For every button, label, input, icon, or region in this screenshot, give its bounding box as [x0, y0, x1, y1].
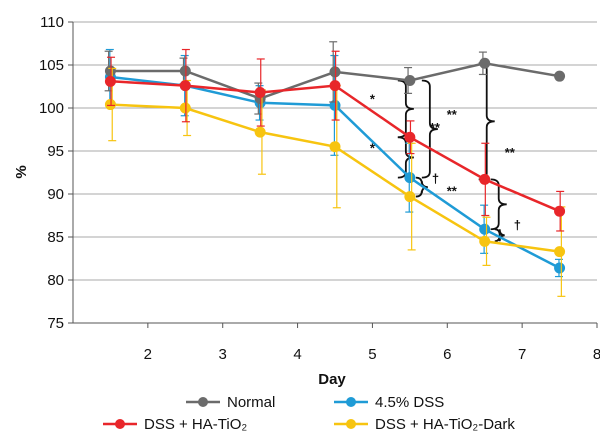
- tick-labels: 75 80 85 90 95 100 105 110 2 3 4 5 6 7 8: [39, 14, 600, 363]
- y-tick-label: 95: [47, 143, 64, 160]
- series-2: [104, 48, 566, 232]
- significance-mark: *: [370, 141, 376, 156]
- legend-item-2: DSS + HA-TiO₂: [103, 416, 247, 433]
- y-tick-label: 80: [47, 272, 64, 289]
- x-tick-label: 5: [368, 346, 376, 363]
- y-tick-label: 110: [40, 14, 64, 31]
- significance-mark: **: [505, 145, 516, 160]
- data-point: [554, 205, 566, 217]
- significance-annotations: **********††: [370, 92, 521, 233]
- y-tick-label: 100: [39, 100, 64, 117]
- x-tick-label: 4: [293, 346, 301, 363]
- significance-brackets: [397, 62, 507, 243]
- legend-label: Normal: [227, 394, 275, 411]
- significance-brace: [490, 178, 507, 231]
- data-point: [479, 235, 491, 247]
- legend-item-1: 4.5% DSS: [334, 394, 444, 411]
- data-point: [479, 223, 491, 235]
- legend-swatch-marker: [346, 419, 356, 429]
- legend-label: DSS + HA-TiO₂-Dark: [375, 416, 515, 433]
- significance-mark: *: [370, 92, 376, 107]
- data-point: [479, 57, 491, 69]
- legend-label: DSS + HA-TiO₂: [144, 416, 247, 433]
- data-point: [329, 80, 341, 92]
- x-tick-label: 7: [518, 346, 526, 363]
- x-tick-label: 2: [144, 346, 152, 363]
- y-tick-label: 90: [47, 186, 64, 203]
- plot-area: [104, 41, 566, 297]
- data-point: [479, 173, 491, 185]
- significance-mark: †: [514, 217, 521, 232]
- legend-item-3: DSS + HA-TiO₂-Dark: [334, 416, 515, 433]
- data-point: [554, 262, 566, 274]
- data-point: [329, 141, 341, 153]
- y-axis-title: %: [13, 165, 30, 178]
- x-tick-label: 6: [443, 346, 451, 363]
- legend-item-0: Normal: [186, 394, 275, 411]
- data-point: [104, 75, 116, 87]
- x-tick-label: 8: [593, 346, 600, 363]
- data-point: [404, 74, 416, 86]
- data-point: [404, 131, 416, 143]
- legend-label: 4.5% DSS: [375, 394, 444, 411]
- data-point: [554, 70, 566, 82]
- x-tick-label: 3: [219, 346, 227, 363]
- significance-mark: **: [447, 184, 458, 199]
- data-point: [404, 191, 416, 203]
- legend-swatch-marker: [198, 397, 208, 407]
- data-point: [254, 87, 266, 99]
- significance-mark: †: [432, 171, 439, 186]
- significance-mark: **: [430, 120, 441, 135]
- significance-brace: [478, 62, 495, 181]
- data-point: [254, 126, 266, 138]
- significance-brace: [397, 79, 414, 139]
- data-point: [404, 172, 416, 184]
- significance-brace: [415, 176, 428, 198]
- data-point: [179, 80, 191, 92]
- data-point: [554, 246, 566, 258]
- legend-swatch-marker: [115, 419, 125, 429]
- x-axis-title: Day: [318, 371, 346, 388]
- y-tick-label: 105: [39, 57, 64, 74]
- significance-mark: **: [447, 107, 458, 122]
- significance-brace: [421, 79, 438, 179]
- legend: Normal 4.5% DSS DSS + HA-TiO₂ DSS + HA-TiO₂…: [103, 394, 515, 433]
- y-tick-label: 85: [47, 229, 64, 246]
- y-tick-label: 75: [47, 315, 64, 332]
- legend-swatch-marker: [346, 397, 356, 407]
- axes: [68, 21, 598, 328]
